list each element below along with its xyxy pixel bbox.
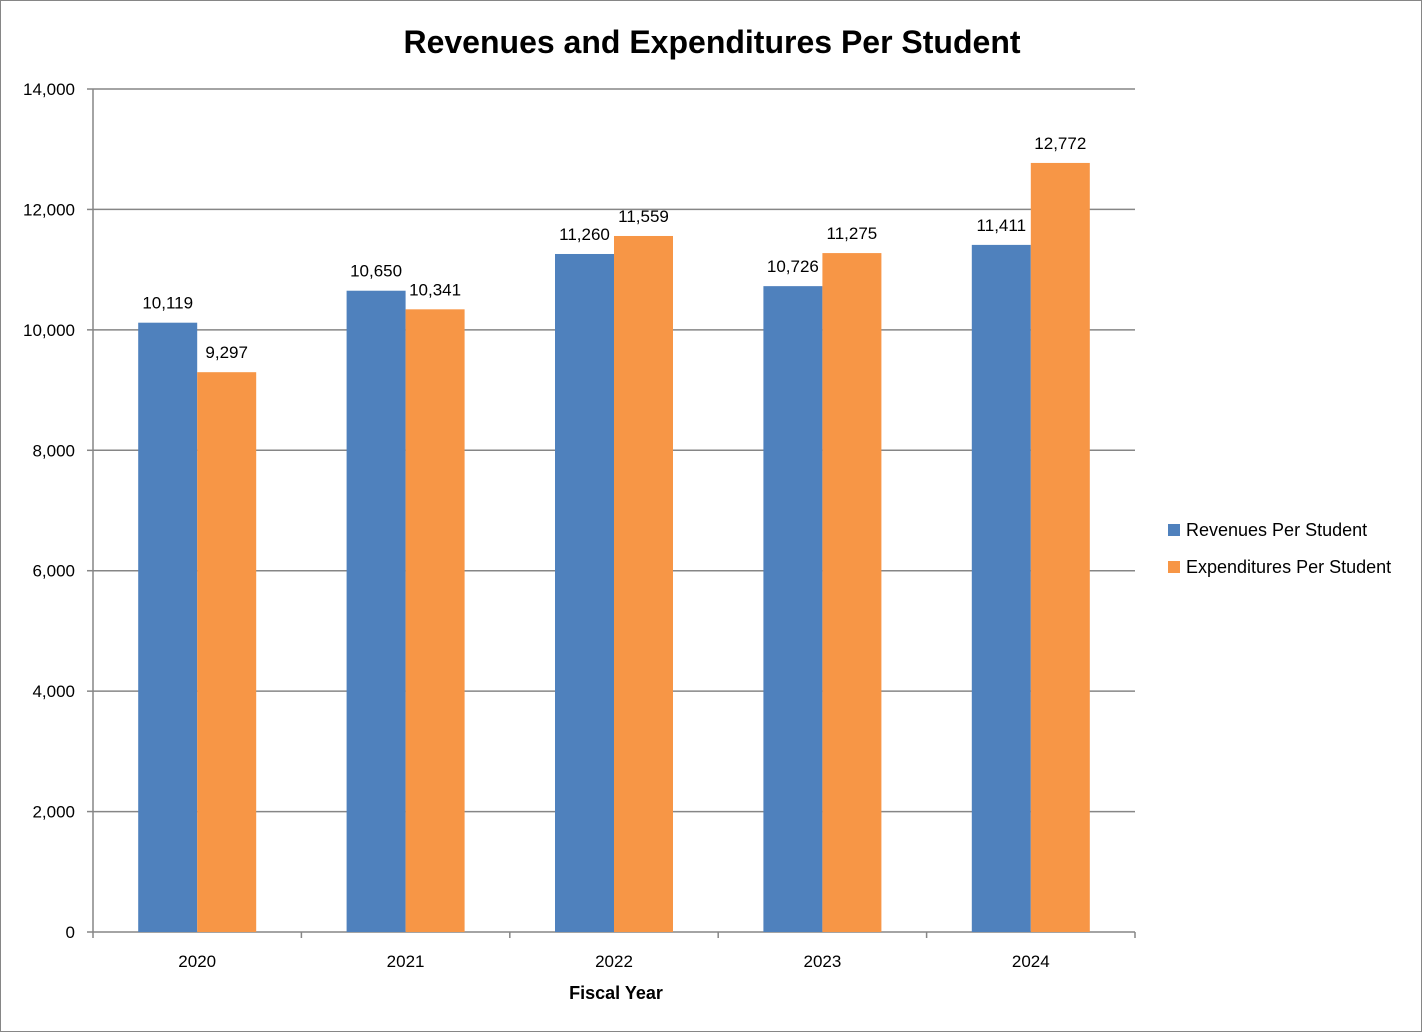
x-tick-label: 2021 <box>387 952 425 971</box>
data-label: 11,260 <box>559 225 610 244</box>
legend-label: Revenues Per Student <box>1186 520 1367 540</box>
bar-expenditures <box>614 235 673 932</box>
legend-label: Expenditures Per Student <box>1186 557 1391 577</box>
legend: Revenues Per Student Expenditures Per Stu… <box>1168 520 1391 577</box>
data-label: 10,650 <box>350 262 402 281</box>
bar-expenditures <box>197 372 257 933</box>
bar-revenues <box>555 253 614 933</box>
data-label: 10,726 <box>767 257 819 276</box>
chart-title: Revenues and Expenditures Per Student <box>403 24 1020 60</box>
legend-swatch <box>1168 524 1180 536</box>
data-label: 11,559 <box>618 207 669 226</box>
legend-swatch <box>1168 561 1180 573</box>
y-tick-label: 0 <box>66 923 75 942</box>
x-tick-label: 2022 <box>595 952 633 971</box>
x-tick-label: 2020 <box>178 952 216 971</box>
y-tick-label: 4,000 <box>32 682 75 701</box>
y-tick-label: 10,000 <box>23 321 75 340</box>
data-label: 10,119 <box>142 294 193 313</box>
data-label: 12,772 <box>1034 134 1086 153</box>
tick-labels: 0 2,000 4,000 6,000 8,000 10,000 12,000 14,000 2… <box>23 80 1050 971</box>
bar-revenues <box>138 322 198 932</box>
data-label: 11,275 <box>827 224 878 243</box>
data-labels: 10,119 10,650 11,260 10,726 11,411 9,297 10,34… <box>142 134 1086 362</box>
y-tick-label: 8,000 <box>32 441 75 460</box>
x-tick-label: 2023 <box>803 952 841 971</box>
y-tick-label: 14,000 <box>23 80 75 99</box>
bars <box>138 162 1090 933</box>
x-tick-label: 2024 <box>1012 952 1050 971</box>
y-tick-label: 2,000 <box>32 803 75 822</box>
bar-expenditures <box>405 309 465 932</box>
bar-expenditures <box>822 253 882 932</box>
data-label: 11,411 <box>977 216 1026 235</box>
data-label: 9,297 <box>205 343 248 362</box>
bar-revenues <box>763 286 823 932</box>
x-axis-title: Fiscal Year <box>569 983 663 1003</box>
y-tick-label: 12,000 <box>23 200 75 219</box>
bar-revenues <box>346 290 406 932</box>
bar-expenditures <box>1030 162 1090 933</box>
bar-revenues <box>971 244 1031 933</box>
data-label: 10,341 <box>409 280 461 299</box>
y-tick-label: 6,000 <box>32 562 75 581</box>
